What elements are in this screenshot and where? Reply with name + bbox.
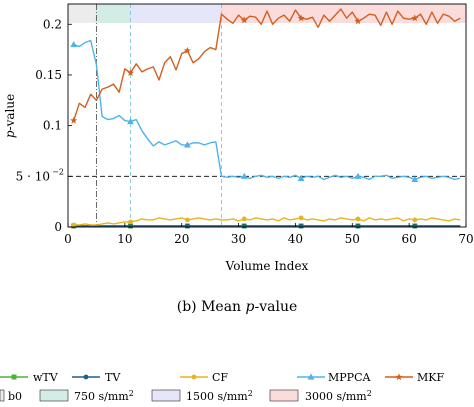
legend-marker <box>11 374 17 380</box>
data-point-MPPCA <box>240 172 248 179</box>
legend-shell-swatch <box>39 389 69 402</box>
series-MPPCA <box>70 39 461 182</box>
series-line-MKF <box>73 8 461 121</box>
x-tick-label: 0 <box>64 232 72 246</box>
y-tick-label: 0 <box>54 220 62 234</box>
legend-shell-3: 3000 s/mm2 <box>269 389 372 403</box>
legend-shell-swatch <box>269 389 299 402</box>
data-point-MKF <box>126 69 135 76</box>
data-point-MPPCA <box>297 174 305 181</box>
shell-bands <box>68 4 466 23</box>
data-point-CF <box>185 217 190 223</box>
shell-band-1 <box>96 4 131 23</box>
legend: wTV TV CF MPPCA MKF b0 750 s/mm2 1500 s/mm2 3000… <box>0 371 444 403</box>
legend-shell-2: 1500 s/mm2 <box>151 389 253 403</box>
data-point-CF <box>128 219 133 225</box>
data-point-TV <box>355 223 361 229</box>
x-tick-label: 50 <box>345 232 360 246</box>
x-tick-label: 20 <box>174 232 189 246</box>
data-point-MKF <box>240 16 248 24</box>
data-point-TV <box>412 223 418 229</box>
data-point-MKF <box>297 14 305 22</box>
data-point-MKF <box>70 116 78 124</box>
figure-caption: (b) Mean p-value <box>177 299 298 315</box>
data-point-CF <box>298 215 304 221</box>
data-point-TV <box>241 223 247 229</box>
y-tick-label: 0.15 <box>35 68 62 82</box>
x-axis-title: Volume Index <box>225 259 309 273</box>
legend-shell-label: b0 <box>8 390 22 403</box>
legend-label: TV <box>105 371 121 384</box>
x-ticks: 0 10 20 30 40 50 60 70 <box>64 223 474 246</box>
x-tick-label: 60 <box>402 232 417 246</box>
y-ticks: 0 5 · 10 −2 0.1 0.15 0.2 <box>16 17 72 234</box>
legend-item-TV: TV <box>72 371 121 384</box>
x-tick-label: 40 <box>288 232 303 246</box>
legend-shell-0: b0 <box>0 389 22 403</box>
data-point-TV <box>298 223 304 229</box>
legend-item-wTV: wTV <box>0 371 59 384</box>
data-point-MKF <box>183 46 192 54</box>
legend-shell-label: 750 s/mm2 <box>74 389 134 403</box>
y-tick-label: 0.2 <box>43 17 62 31</box>
legend-item-CF: CF <box>180 371 228 384</box>
x-tick-label: 10 <box>117 232 132 246</box>
data-point-MKF <box>411 14 419 22</box>
data-point-MPPCA <box>127 117 134 125</box>
plot-frame <box>67 3 467 228</box>
data-point-MPPCA <box>184 141 191 148</box>
data-point-CF <box>241 216 247 222</box>
data-point-MPPCA <box>70 40 78 48</box>
y-tick-label: 0.1 <box>43 119 62 133</box>
legend-item-MKF: MKF <box>385 371 444 384</box>
data-point-MPPCA <box>354 172 362 179</box>
legend-shell-swatch <box>0 389 5 402</box>
legend-marker <box>191 374 197 380</box>
legend-label: wTV <box>33 371 59 384</box>
series-line-CF <box>73 217 461 226</box>
data-point-MPPCA <box>411 175 419 182</box>
legend-item-MPPCA: MPPCA <box>297 371 371 384</box>
data-point-TV <box>185 223 190 229</box>
x-tick-label: 30 <box>231 232 246 246</box>
legend-label: CF <box>212 371 228 384</box>
data-point-MKF <box>354 17 362 25</box>
legend-marker <box>307 373 315 380</box>
shell-band-0 <box>68 4 97 23</box>
legend-shell-swatch <box>151 389 181 402</box>
series-MKF <box>70 8 461 124</box>
legend-shell-label: 3000 s/mm2 <box>305 389 372 403</box>
legend-marker <box>395 373 403 381</box>
series-TV <box>71 223 461 229</box>
legend-marker <box>83 374 89 380</box>
legend-label: MKF <box>417 371 444 384</box>
shell-boundaries <box>95 4 222 227</box>
x-tick-label: 70 <box>458 232 473 246</box>
legend-shell-label: 1500 s/mm2 <box>186 389 253 403</box>
series-CF <box>71 215 461 228</box>
data-point-CF <box>412 217 418 223</box>
series-lines <box>70 8 461 229</box>
data-point-CF <box>355 216 361 222</box>
y-axis-title: p-value <box>3 94 17 138</box>
legend-shell-1: 750 s/mm2 <box>39 389 134 403</box>
data-point-CF <box>71 222 77 228</box>
shell-band-2 <box>130 4 222 23</box>
legend-label: MPPCA <box>328 371 371 384</box>
series-line-MPPCA <box>73 39 461 181</box>
y-tick-label: 5 · 10 <box>16 169 50 183</box>
y-tick-exponent: −2 <box>52 167 64 176</box>
